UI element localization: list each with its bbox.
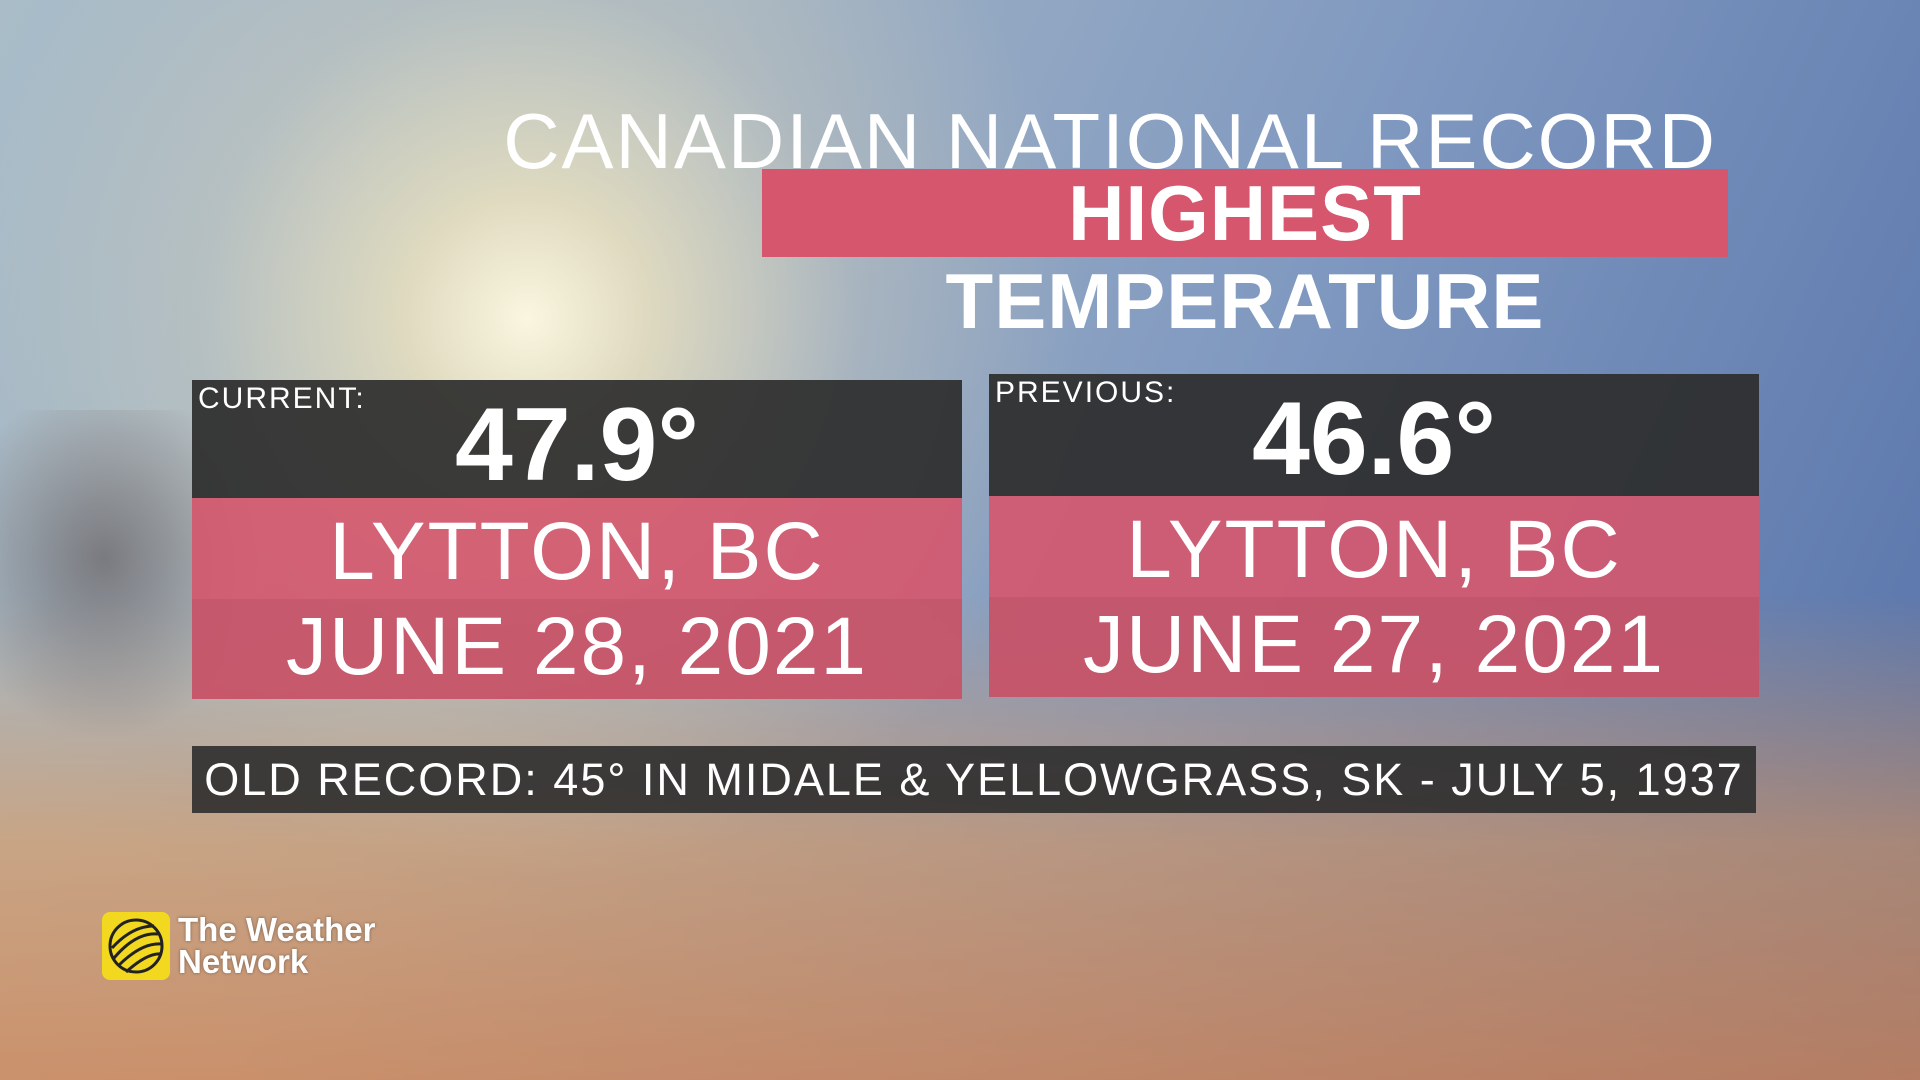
subtitle: HIGHEST TEMPERATURE: [762, 169, 1728, 345]
date: JUNE 27, 2021: [989, 597, 1759, 697]
logo-text: The Weather Network: [178, 911, 376, 980]
card-label: CURRENT:: [198, 382, 366, 415]
logo-icon: [102, 912, 170, 980]
old-record-bar: OLD RECORD: 45° IN MIDALE & YELLOWGRASS,…: [192, 746, 1756, 813]
previous-card: PREVIOUS: 46.6° LYTTON, BC JUNE 27, 2021: [989, 374, 1759, 697]
logo-line: The Weather: [178, 911, 376, 948]
card-body: LYTTON, BC JUNE 28, 2021: [192, 498, 962, 699]
card-header: PREVIOUS: 46.6°: [989, 374, 1759, 497]
temperature: 46.6°: [1251, 381, 1496, 497]
logo-line: Network: [178, 943, 309, 980]
location: LYTTON, BC: [1126, 504, 1622, 595]
temperature: 47.9°: [454, 387, 699, 503]
current-card: CURRENT: 47.9° LYTTON, BC JUNE 28, 2021: [192, 380, 962, 699]
logo: The Weather Network: [102, 912, 375, 980]
card-body: LYTTON, BC JUNE 27, 2021: [989, 496, 1759, 697]
location: LYTTON, BC: [329, 506, 825, 597]
card-label: PREVIOUS:: [995, 376, 1177, 409]
card-header: CURRENT: 47.9°: [192, 380, 962, 503]
date: JUNE 28, 2021: [192, 599, 962, 699]
